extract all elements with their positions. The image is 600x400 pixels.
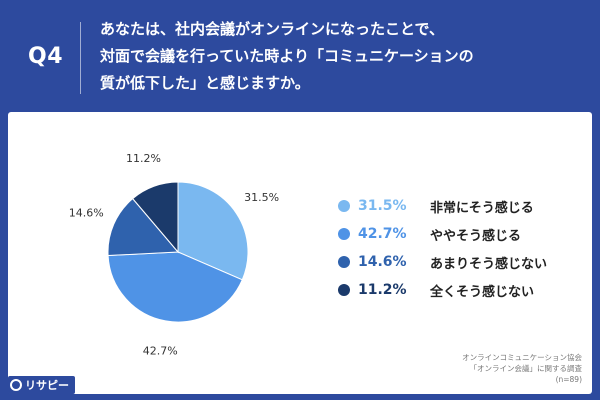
- source-survey: 「オンライン会議」に関する調査: [469, 364, 583, 373]
- pie-slice: [177, 181, 249, 281]
- brand-logo: リサピー: [8, 376, 75, 394]
- legend-swatch: [338, 228, 350, 240]
- pie-slice: [132, 181, 179, 254]
- slice-label: 11.2%: [126, 152, 161, 165]
- legend-percent: 42.7%: [358, 226, 407, 242]
- chart-panel: 31.5% 42.7% 14.6% 11.2% 31.5% 非常にそう感じる 42.7…: [8, 112, 592, 394]
- magnifier-icon: [10, 379, 22, 391]
- legend-percent: 11.2%: [358, 282, 407, 298]
- legend-swatch: [338, 284, 350, 296]
- question-number: Q4: [28, 44, 64, 69]
- question-line: あなたは、社内会議がオンラインになったことで、: [100, 20, 444, 38]
- legend-swatch: [338, 256, 350, 268]
- legend-label: 非常にそう感じる: [430, 200, 534, 216]
- pie-slice: [107, 197, 180, 257]
- logo-text: リサピー: [25, 379, 69, 392]
- slice-label: 42.7%: [143, 344, 178, 357]
- sample-size: (n=89): [555, 375, 582, 384]
- legend: 31.5% 非常にそう感じる 42.7% ややそう感じる 14.6% あまりそう…: [338, 192, 588, 304]
- question-text: あなたは、社内会議がオンラインになったことで、 対面で会議を行っていた時より「コ…: [100, 16, 590, 97]
- pie-slice: [107, 251, 243, 323]
- question-line: 質が低下した」と感じますか。: [100, 74, 310, 92]
- legend-item: 11.2% 全くそう感じない: [338, 276, 588, 304]
- slice-label: 31.5%: [244, 191, 279, 204]
- source-note: オンラインコミュニケーション協会 「オンライン会議」に関する調査 (n=89): [462, 352, 582, 385]
- legend-percent: 31.5%: [358, 198, 407, 214]
- legend-item: 31.5% 非常にそう感じる: [338, 192, 588, 220]
- legend-label: ややそう感じる: [430, 228, 522, 244]
- legend-label: 全くそう感じない: [430, 284, 535, 300]
- question-header: Q4 あなたは、社内会議がオンラインになったことで、 対面で会議を行っていた時よ…: [0, 0, 600, 112]
- slice-label: 14.6%: [69, 206, 104, 219]
- header-divider: [80, 22, 81, 94]
- legend-item: 42.7% ややそう感じる: [338, 220, 588, 248]
- question-line: 対面で会議を行っていた時より「コミュニケーションの: [100, 47, 474, 65]
- legend-percent: 14.6%: [358, 254, 407, 270]
- pie-chart: 31.5% 42.7% 14.6% 11.2%: [69, 152, 279, 357]
- source-org: オンラインコミュニケーション協会: [462, 353, 582, 362]
- legend-swatch: [338, 200, 350, 212]
- legend-item: 14.6% あまりそう感じない: [338, 248, 588, 276]
- legend-label: あまりそう感じない: [430, 256, 548, 272]
